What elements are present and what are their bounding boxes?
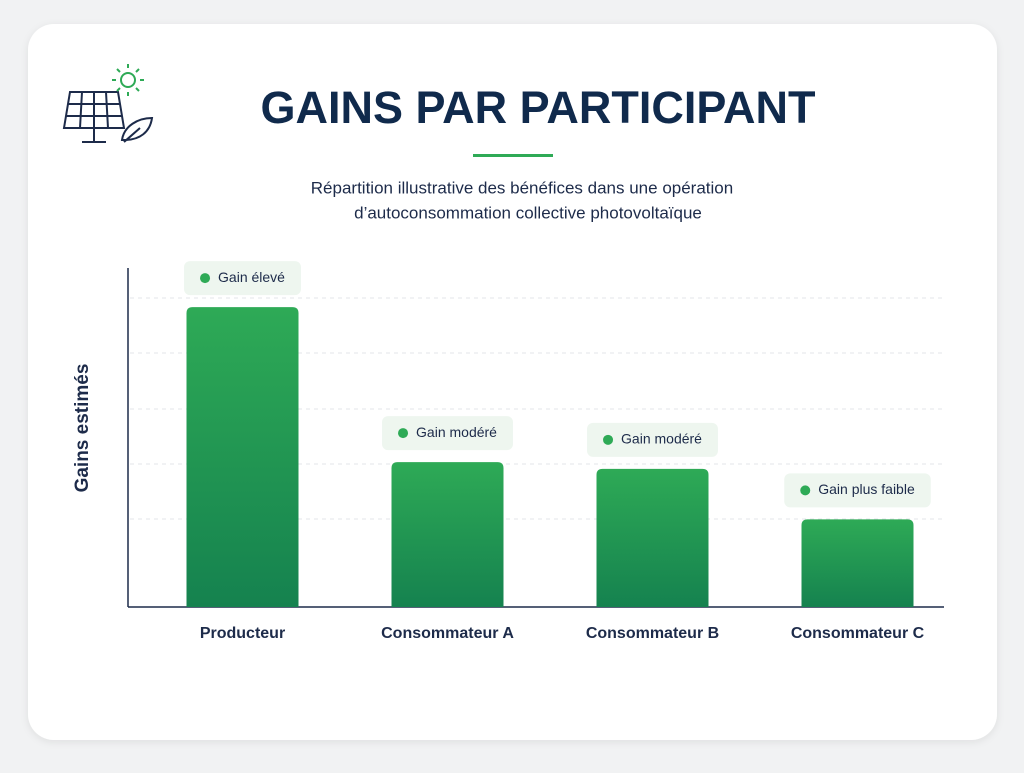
y-axis-label: Gains estimés [72, 364, 93, 493]
solar-icon [62, 64, 154, 143]
title-underline [473, 154, 553, 157]
annotation-box [587, 422, 718, 457]
chart-title: GAINS PAR PARTICIPANT [260, 82, 815, 133]
bar [801, 519, 914, 607]
bar [391, 462, 504, 607]
x-tick-label: Consommateur C [791, 625, 925, 642]
bar [186, 307, 299, 607]
annotation-dot [200, 273, 211, 284]
annotation: Gain modéré [621, 431, 702, 447]
annotation-dot [603, 434, 614, 445]
subtitle: d’autoconsommation collective photovolta… [354, 203, 702, 222]
annotation-box [382, 416, 513, 451]
annotation-dot [800, 485, 811, 496]
annotation-dot [398, 428, 409, 439]
subtitle: Répartition illustrative des bénéfices d… [311, 178, 733, 197]
annotation: Gain plus faible [818, 481, 915, 497]
annotation-box [184, 261, 301, 296]
x-tick-label: Producteur [200, 625, 285, 642]
annotation: Gain modéré [416, 424, 497, 440]
x-tick-label: Consommateur A [381, 625, 514, 642]
annotation: Gain élevé [218, 269, 285, 285]
bar [596, 468, 709, 607]
annotation-box [784, 473, 931, 508]
x-tick-label: Consommateur B [586, 625, 719, 642]
